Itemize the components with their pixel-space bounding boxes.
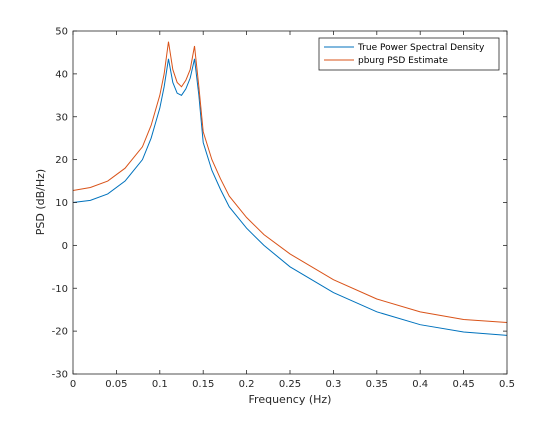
x-tick-label: 0.3: [325, 379, 341, 390]
x-tick-label: 0.2: [239, 379, 255, 390]
plot-area: [73, 31, 507, 374]
y-tick-label: -20: [52, 327, 68, 338]
y-tick-label: -30: [52, 370, 68, 381]
x-tick-label: 0.35: [366, 379, 388, 390]
x-tick-label: 0.15: [192, 379, 214, 390]
y-tick-label: 50: [55, 27, 68, 38]
x-axis-label: Frequency (Hz): [249, 393, 332, 406]
x-tick-label: 0.05: [105, 379, 127, 390]
y-tick-label: 10: [55, 198, 68, 209]
y-tick-label: 20: [55, 155, 68, 166]
x-tick-label: 0.5: [499, 379, 515, 390]
legend-label-true-psd: True Power Spectral Density: [357, 43, 485, 53]
x-tick-label: 0.4: [412, 379, 428, 390]
series-line-1: [72, 41, 508, 324]
x-tick-label: 0: [70, 379, 76, 390]
y-tick-label: 30: [55, 112, 68, 123]
legend: True Power Spectral Density pburg PSD Es…: [318, 37, 500, 71]
legend-label-pburg: pburg PSD Estimate: [358, 56, 448, 66]
y-tick-label: 40: [55, 69, 68, 80]
y-axis-label: PSD (dB/Hz): [34, 169, 47, 235]
x-tick-label: 0.1: [152, 379, 168, 390]
legend-box: [318, 37, 500, 71]
x-tick-label: 0.25: [279, 379, 301, 390]
y-tick-label: 0: [62, 241, 68, 252]
series-line-0: [72, 58, 508, 336]
y-tick-label: -10: [52, 284, 68, 295]
x-tick-label: 0.45: [452, 379, 474, 390]
